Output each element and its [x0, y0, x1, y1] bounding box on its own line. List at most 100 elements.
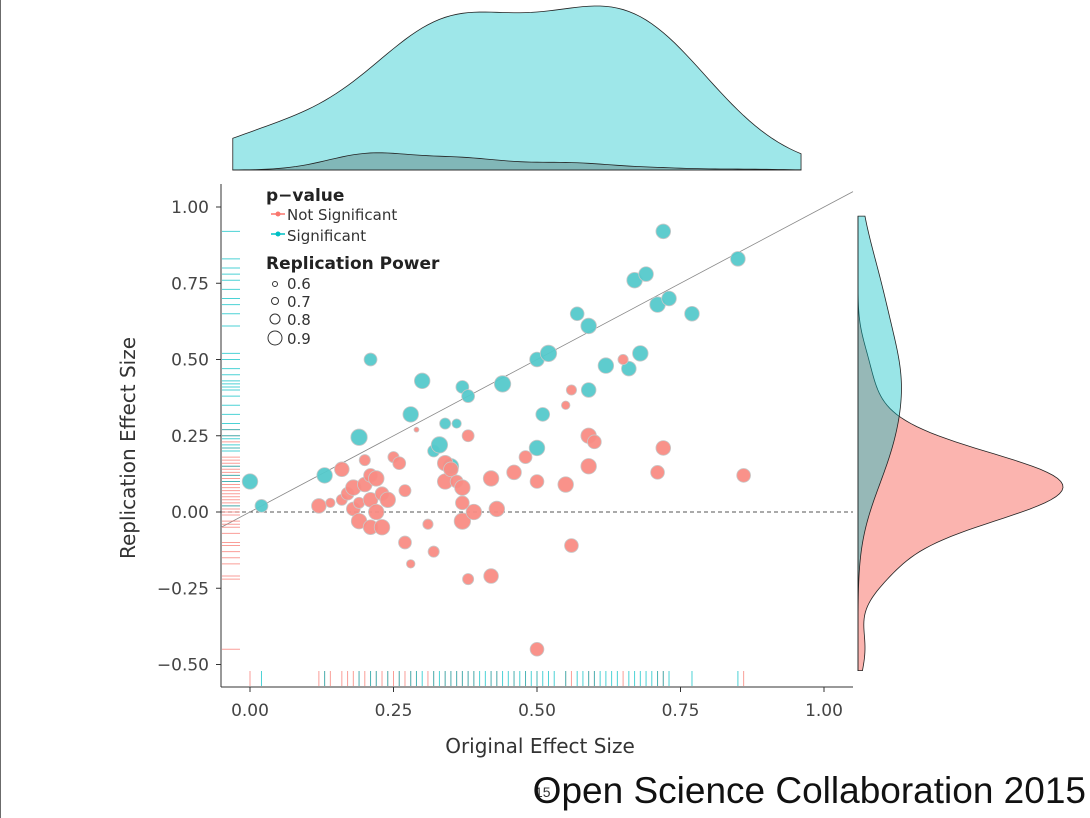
point-significant: [439, 417, 452, 430]
point-not-significant: [529, 474, 545, 489]
point-significant: [580, 317, 597, 335]
point-not-significant: [506, 464, 522, 481]
legend: p−value Not Significant Significant Repl…: [266, 186, 440, 348]
point-not-significant: [427, 545, 440, 558]
point-not-significant: [368, 470, 385, 487]
point-significant: [493, 375, 512, 393]
point-not-significant: [413, 426, 420, 433]
top-density-significant: [232, 5, 802, 171]
point-not-significant: [461, 429, 475, 443]
legend-size-06-circle: [272, 281, 278, 287]
point-significant: [621, 360, 637, 377]
x-tick-label: 0.00: [231, 701, 269, 721]
y-tick-label: 0.25: [171, 427, 209, 447]
y-tick-label: 0.00: [171, 503, 209, 523]
point-not-significant: [379, 491, 396, 508]
point-not-significant: [561, 400, 571, 410]
legend-size-title: Replication Power: [266, 254, 440, 274]
point-significant: [241, 473, 259, 490]
point-not-significant: [529, 641, 545, 657]
point-not-significant: [557, 476, 574, 493]
right-density-significant: [857, 215, 902, 671]
point-not-significant: [455, 495, 470, 511]
legend-s-label: Significant: [287, 227, 366, 245]
page-number: 15: [535, 784, 551, 800]
y-tick-label: 1.00: [171, 198, 209, 218]
point-not-significant: [465, 503, 483, 521]
point-not-significant: [650, 465, 665, 480]
point-significant: [638, 266, 654, 282]
point-not-significant: [580, 458, 597, 475]
point-not-significant: [392, 456, 407, 471]
point-significant: [316, 467, 333, 484]
data-points: [241, 223, 751, 657]
point-not-significant: [565, 384, 577, 396]
point-significant: [535, 407, 551, 422]
point-not-significant: [398, 484, 412, 498]
point-significant: [597, 357, 615, 374]
top-density-plot: [232, 5, 802, 171]
point-significant: [461, 389, 475, 403]
y-tick-label: 0.75: [171, 274, 209, 294]
point-significant: [528, 439, 546, 457]
point-significant: [569, 306, 585, 322]
point-not-significant: [443, 461, 459, 478]
point-not-significant: [358, 454, 371, 467]
y-axis-label: Replication Effect Size: [116, 337, 140, 559]
point-significant: [632, 345, 649, 362]
x-tick-label: 0.25: [375, 701, 413, 721]
legend-ns-dot: [275, 211, 281, 217]
top-density-not-significant: [232, 152, 802, 171]
tick-labels: 0.00 0.25 0.50 0.75 1.00 1.00 0.75 0.50 0.25 0.00…: [157, 198, 843, 721]
point-significant: [655, 223, 672, 240]
legend-size-08-circle: [269, 313, 281, 325]
point-significant: [451, 418, 462, 429]
point-significant: [254, 499, 269, 513]
point-not-significant: [617, 353, 629, 366]
point-not-significant: [422, 518, 434, 530]
right-density-plot: [857, 215, 1064, 671]
x-tick-label: 1.00: [805, 701, 843, 721]
point-significant: [414, 372, 431, 390]
point-not-significant: [398, 535, 412, 550]
legend-size-07-label: 0.7: [287, 293, 311, 311]
point-significant: [730, 251, 746, 267]
legend-size-09-label: 0.9: [287, 330, 311, 348]
point-not-significant: [325, 497, 336, 508]
point-not-significant: [518, 450, 533, 464]
point-not-significant: [453, 512, 472, 530]
point-significant: [684, 306, 700, 322]
point-significant: [363, 352, 378, 367]
point-not-significant: [311, 498, 327, 514]
point-not-significant: [482, 470, 500, 487]
point-not-significant: [462, 573, 475, 586]
legend-size-08-label: 0.8: [287, 311, 311, 329]
y-tick-label: −0.50: [157, 656, 209, 676]
point-not-significant: [406, 559, 416, 569]
point-not-significant: [368, 503, 385, 521]
point-significant: [350, 428, 368, 446]
legend-size-07-circle: [271, 297, 279, 305]
point-significant: [539, 344, 558, 363]
x-tick-label: 0.75: [662, 701, 700, 721]
y-tick-label: 0.50: [171, 351, 209, 371]
legend-size-09-circle: [267, 330, 283, 346]
y-tick-label: −0.25: [157, 579, 209, 599]
x-axis-label: Original Effect Size: [445, 734, 635, 758]
x-tick-label: 0.50: [518, 701, 556, 721]
point-not-significant: [334, 461, 350, 478]
rug-marks: [222, 230, 745, 686]
legend-s-dot: [275, 231, 281, 237]
point-not-significant: [736, 468, 751, 483]
slide-border: [0, 0, 1, 818]
point-not-significant: [488, 500, 506, 518]
legend-size-06-label: 0.6: [287, 275, 311, 293]
point-significant: [580, 382, 597, 398]
point-significant: [430, 436, 449, 454]
legend-color-title: p−value: [266, 186, 344, 206]
point-significant: [402, 406, 419, 423]
point-significant: [661, 290, 677, 307]
legend-ns-label: Not Significant: [287, 206, 397, 224]
